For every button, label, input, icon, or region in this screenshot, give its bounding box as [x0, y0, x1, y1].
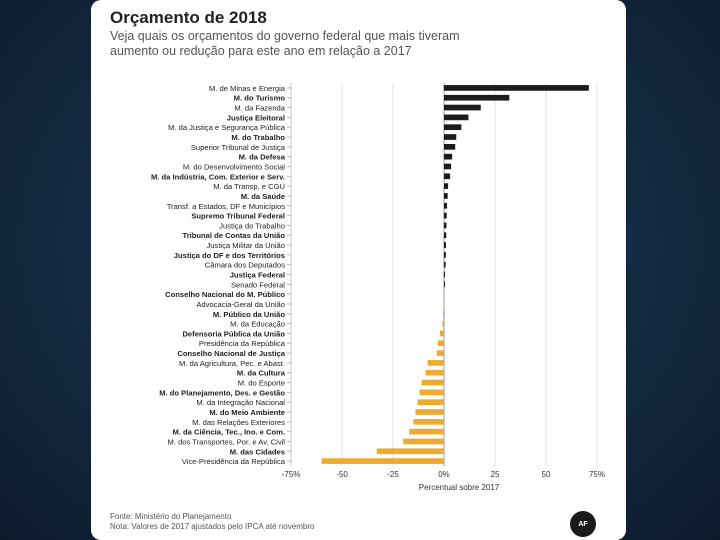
category-label-37: M. das Cidades	[230, 447, 285, 456]
x-tick-label-4: 25	[491, 470, 500, 479]
category-label-19: Justiça Federal	[230, 271, 285, 280]
category-label-4: M. da Justiça e Segurança Pública	[168, 123, 286, 132]
category-label-38: Vice-Presidência da República	[182, 457, 286, 466]
x-tick-label-3: 0%	[438, 470, 450, 479]
category-label-2: M. da Fazenda	[234, 104, 285, 113]
x-tick-label-1: -50	[336, 470, 348, 479]
category-label-13: Supremo Tribunal Federal	[191, 212, 285, 221]
category-label-24: M. da Educação	[230, 320, 285, 329]
category-label-5: M. do Trabalho	[231, 133, 285, 142]
bar-17	[444, 252, 446, 258]
bar-22	[443, 301, 445, 307]
category-label-18: Câmara dos Deputados	[205, 261, 285, 270]
bar-1	[444, 94, 510, 101]
category-label-28: M. da Agricultura, Pec. e Abast.	[179, 359, 285, 368]
bar-31	[419, 389, 444, 396]
category-label-9: M. da Indústria, Com. Exterior e Serv.	[151, 172, 285, 181]
category-label-1: M. do Turismo	[234, 94, 286, 103]
category-label-15: Tribunal de Contas da União	[182, 231, 285, 240]
category-label-20: Senado Federal	[231, 280, 285, 289]
footer: Fonte: Ministério do Planejamento Nota: …	[110, 512, 314, 532]
bar-25	[439, 330, 444, 337]
bar-2	[444, 104, 481, 111]
publisher-logo: AF	[570, 511, 596, 537]
x-tick-label-0: -75%	[282, 470, 301, 479]
bar-12	[444, 202, 448, 209]
bar-36	[403, 438, 444, 445]
category-label-6: Superior Tribunal de Justiça	[191, 143, 286, 152]
source-text: Fonte: Ministério do Planejamento	[110, 512, 232, 521]
category-label-22: Advocacia-Geral da União	[196, 300, 285, 309]
chart-title: Orçamento de 2018	[110, 8, 267, 27]
bar-14	[444, 222, 447, 229]
x-tick-label-6: 75%	[589, 470, 605, 479]
category-label-29: M. da Cultura	[237, 369, 286, 378]
bar-13	[444, 212, 447, 219]
bar-16	[444, 242, 447, 248]
subtitle-line-1: Veja quais os orçamentos do governo fede…	[110, 29, 460, 43]
category-label-16: Justiça Militar da União	[207, 241, 286, 250]
category-label-0: M. de Minas e Energia	[209, 84, 286, 93]
category-label-10: M. da Transp. e CGU	[213, 182, 285, 191]
category-label-23: M. Público da União	[213, 310, 286, 319]
bar-30	[421, 379, 444, 386]
bar-33	[415, 409, 444, 415]
category-label-27: Conselho Nacional de Justiça	[177, 349, 285, 358]
category-label-21: Conselho Nacional do M. Público	[165, 290, 285, 299]
bar-35	[409, 428, 444, 435]
bar-26	[437, 340, 444, 347]
category-label-30: M. do Esporte	[238, 379, 285, 388]
category-label-12: Transf. a Estados, DF e Municípios	[167, 202, 286, 211]
bar-19	[444, 271, 446, 278]
category-label-25: Defensoria Pública da União	[182, 329, 285, 338]
bar-29	[425, 369, 444, 376]
category-label-14: Justiça do Trabalho	[219, 221, 285, 230]
x-tick-label-5: 50	[542, 470, 551, 479]
category-label-7: M. da Defesa	[239, 153, 286, 162]
category-label-11: M. da Saúde	[241, 192, 285, 201]
bar-38	[321, 458, 444, 464]
chart-subtitle: Veja quais os orçamentos do governo fede…	[110, 29, 550, 59]
category-label-34: M. das Relações Exteriores	[192, 418, 285, 427]
category-label-8: M. do Desenvolvimento Social	[183, 162, 285, 171]
bar-18	[444, 261, 446, 268]
category-label-36: M. dos Transportes, Por. e Av. Civil	[168, 437, 286, 446]
category-label-3: Justiça Eleitoral	[227, 113, 285, 122]
bar-4	[444, 124, 462, 131]
bar-6	[444, 143, 456, 150]
bar-0	[444, 85, 589, 91]
bar-3	[444, 114, 469, 121]
subtitle-line-2: aumento ou redução para este ano em rela…	[110, 44, 412, 58]
bar-23	[442, 310, 444, 317]
category-label-33: M. do Meio Ambiente	[209, 408, 285, 417]
bar-8	[444, 163, 452, 170]
bar-15	[444, 232, 447, 239]
bar-34	[413, 418, 444, 425]
x-axis-label: Percentual sobre 2017	[419, 483, 500, 492]
category-label-26: Presidência da República	[199, 339, 286, 348]
bar-24	[442, 320, 444, 327]
x-tick-label-2: -25	[387, 470, 399, 479]
bar-28	[427, 360, 444, 366]
category-label-35: M. da Ciência, Tec., Ino. e Com.	[172, 428, 285, 437]
bar-9	[444, 173, 451, 180]
bar-10	[444, 183, 449, 189]
bar-11	[444, 193, 448, 199]
bar-32	[417, 399, 444, 406]
category-label-31: M. do Planejamento, Des. e Gestão	[159, 388, 285, 397]
bar-5	[444, 134, 457, 140]
bar-27	[436, 350, 444, 356]
category-label-32: M. da Integração Nacional	[196, 398, 285, 407]
bar-7	[444, 153, 453, 160]
bar-37	[376, 448, 444, 455]
bar-20	[444, 281, 445, 288]
note-text: Nota: Valores de 2017 ajustados pelo IPC…	[110, 522, 315, 531]
category-label-17: Justiça do DF e dos Territórios	[174, 251, 285, 260]
